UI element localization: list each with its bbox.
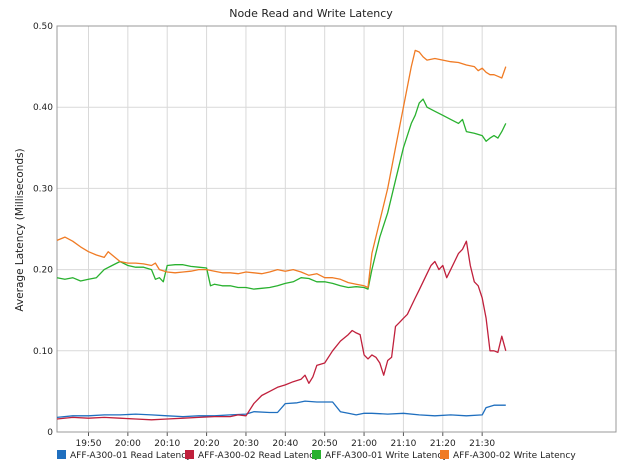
plot-frame bbox=[56, 25, 617, 433]
legend-item: AFF-A300-01 Write Latency bbox=[312, 450, 448, 461]
legend-swatch bbox=[57, 450, 66, 459]
legend-label: AFF-A300-02 Write Latency bbox=[453, 451, 576, 461]
legend-label: AFF-A300-01 Write Latency bbox=[325, 451, 448, 461]
x-tick-label: 20:40 bbox=[272, 439, 298, 449]
y-tick-label: 0.20 bbox=[33, 266, 53, 276]
tick-labels: 0 0.10 0.20 0.30 0.40 0.50 19:50 20:00 20:10 20:2… bbox=[33, 22, 495, 449]
legend: AFF-A300-01 Read Latency AFF-A300-02 Read… bbox=[57, 450, 576, 461]
x-tick-label: 20:30 bbox=[233, 439, 259, 449]
y-tick-label: 0.40 bbox=[33, 103, 53, 113]
legend-swatch bbox=[312, 450, 321, 459]
x-tick-label: 21:20 bbox=[430, 439, 456, 449]
x-tick-label: 21:30 bbox=[469, 439, 495, 449]
legend-item: AFF-A300-02 Read Latency bbox=[185, 450, 320, 461]
series-line-2 bbox=[56, 240, 507, 421]
series-lines bbox=[56, 49, 507, 421]
axes bbox=[56, 25, 617, 436]
x-tick-label: 20:10 bbox=[154, 439, 180, 449]
x-tick-label: 19:50 bbox=[76, 439, 102, 449]
x-tick-label: 20:50 bbox=[312, 439, 338, 449]
y-axis-label: Average Latency (Milliseconds) bbox=[14, 148, 26, 311]
y-tick-label: 0 bbox=[47, 428, 53, 438]
y-tick-label: 0.50 bbox=[33, 22, 53, 32]
legend-swatch bbox=[440, 450, 449, 459]
chart-title: Node Read and Write Latency bbox=[229, 7, 393, 20]
y-tick-label: 0.10 bbox=[33, 347, 53, 357]
legend-item: AFF-A300-02 Write Latency bbox=[440, 450, 576, 461]
series-line-1 bbox=[56, 400, 506, 419]
x-tick-label: 21:00 bbox=[351, 439, 377, 449]
series-line-3 bbox=[56, 98, 507, 290]
x-tick-label: 20:20 bbox=[194, 439, 220, 449]
x-tick-label: 20:00 bbox=[115, 439, 141, 449]
legend-swatch bbox=[185, 450, 194, 459]
series-line-4 bbox=[56, 49, 507, 289]
legend-label: AFF-A300-01 Read Latency bbox=[70, 451, 192, 461]
legend-item: AFF-A300-01 Read Latency bbox=[57, 450, 192, 461]
x-tick-label: 21:10 bbox=[390, 439, 416, 449]
y-tick-label: 0.30 bbox=[33, 184, 53, 194]
legend-label: AFF-A300-02 Read Latency bbox=[198, 451, 320, 461]
